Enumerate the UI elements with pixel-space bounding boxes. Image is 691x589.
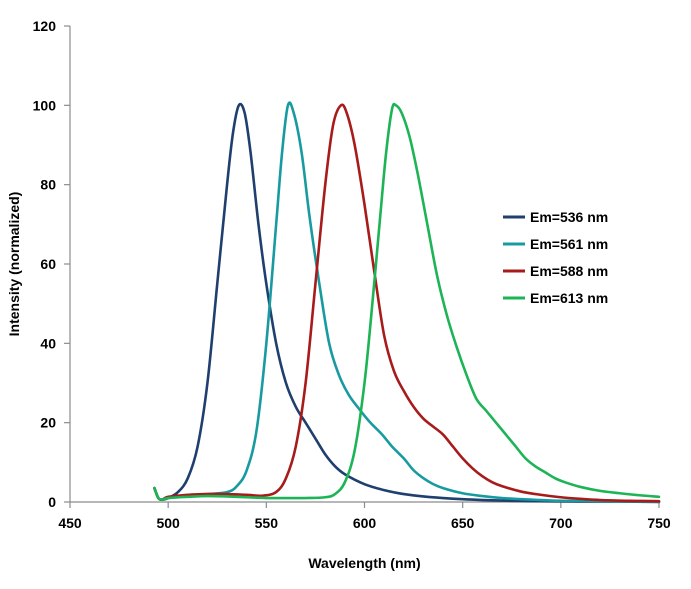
legend-label: Em=561 nm <box>530 236 608 252</box>
x-tick-label: 700 <box>549 515 573 531</box>
y-tick-label: 40 <box>40 335 56 351</box>
y-tick-label: 80 <box>40 177 56 193</box>
x-tick-label: 450 <box>58 515 82 531</box>
legend-label: Em=588 nm <box>530 263 608 279</box>
series-line-1 <box>153 102 661 504</box>
x-tick-label: 550 <box>255 515 279 531</box>
y-axis-title: Intensity (normalized) <box>6 192 22 337</box>
y-tick-label: 20 <box>40 415 56 431</box>
x-tick-label: 600 <box>353 515 377 531</box>
series-line-4 <box>153 102 661 501</box>
y-tick-label: 120 <box>33 18 57 34</box>
y-axis-ticks: 0 20 40 60 80 100 120 <box>33 18 70 510</box>
legend-label: Em=613 nm <box>530 290 608 306</box>
x-tick-label: 750 <box>647 515 671 531</box>
x-axis-ticks: 450 500 550 600 650 700 750 <box>58 502 671 531</box>
x-tick-label: 500 <box>156 515 180 531</box>
legend-label: Em=536 nm <box>530 209 608 225</box>
plot-area: 450 500 550 600 650 700 750 0 20 40 60 80 100 120 <box>33 18 671 531</box>
series-line-3 <box>153 103 661 503</box>
y-tick-label: 0 <box>48 494 56 510</box>
x-tick-label: 650 <box>451 515 475 531</box>
series-group <box>153 101 661 504</box>
y-tick-label: 100 <box>33 97 57 113</box>
x-axis-title: Wavelength (nm) <box>308 555 420 571</box>
legend: Em=536 nm Em=561 nm Em=588 nm Em=613 nm <box>503 209 608 306</box>
y-tick-label: 60 <box>40 256 56 272</box>
